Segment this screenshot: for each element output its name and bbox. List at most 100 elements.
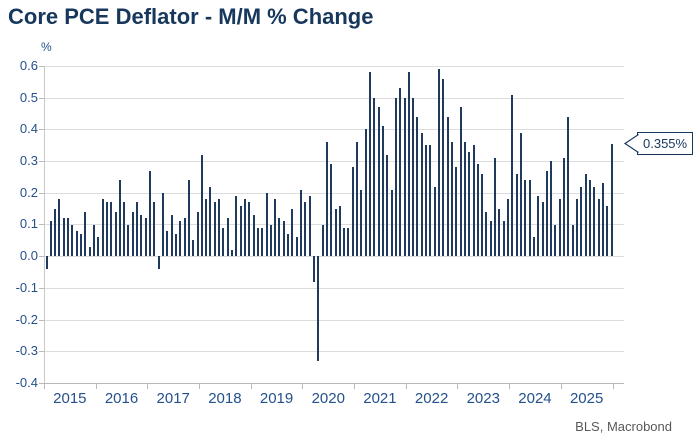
bar bbox=[606, 205, 609, 257]
x-year-label: 2019 bbox=[259, 390, 294, 407]
bar bbox=[472, 145, 475, 257]
bar bbox=[528, 180, 531, 257]
bar bbox=[162, 192, 164, 257]
bar bbox=[571, 224, 574, 257]
bar bbox=[287, 234, 289, 257]
bar bbox=[420, 132, 423, 257]
bar bbox=[49, 221, 52, 257]
bar bbox=[381, 126, 384, 257]
x-axis-line bbox=[44, 383, 624, 384]
bar bbox=[343, 227, 346, 257]
bar bbox=[360, 189, 363, 257]
bar bbox=[80, 234, 82, 257]
bar bbox=[325, 142, 328, 257]
gridline bbox=[44, 288, 624, 289]
bar bbox=[157, 256, 160, 269]
y-tick-label: -0.3 bbox=[15, 343, 38, 358]
bar bbox=[248, 202, 251, 257]
y-axis-tick bbox=[39, 161, 44, 162]
bar bbox=[502, 221, 505, 257]
x-axis-tick bbox=[96, 384, 97, 389]
x-year-label: 2016 bbox=[104, 390, 139, 407]
y-tick-label: 0.1 bbox=[19, 216, 38, 231]
x-axis-tick bbox=[457, 384, 458, 389]
bar bbox=[274, 199, 277, 257]
bar bbox=[373, 97, 376, 257]
bar bbox=[114, 211, 117, 257]
gridline bbox=[44, 256, 624, 257]
bar bbox=[92, 224, 95, 257]
bar bbox=[166, 230, 169, 257]
gridline bbox=[44, 129, 624, 130]
bar bbox=[416, 116, 419, 257]
bar bbox=[97, 237, 100, 257]
bar bbox=[239, 205, 242, 257]
bar bbox=[265, 192, 268, 257]
gridline bbox=[44, 224, 624, 225]
bar bbox=[136, 202, 139, 257]
bar bbox=[300, 189, 302, 257]
bar bbox=[407, 72, 410, 257]
bar bbox=[485, 211, 488, 257]
bar bbox=[140, 215, 143, 257]
y-axis-tick bbox=[39, 224, 44, 225]
bar bbox=[567, 116, 570, 257]
bar bbox=[338, 205, 341, 257]
bar bbox=[88, 246, 91, 257]
bar bbox=[261, 227, 264, 257]
bar bbox=[243, 199, 246, 257]
bar bbox=[179, 221, 182, 257]
gridline bbox=[44, 193, 624, 194]
bar bbox=[364, 129, 367, 257]
y-tick-label: -0.4 bbox=[15, 375, 38, 390]
bar bbox=[390, 189, 393, 257]
bar bbox=[153, 202, 156, 257]
bar bbox=[550, 161, 553, 257]
bar bbox=[601, 183, 604, 257]
bar bbox=[205, 199, 208, 257]
y-tick-label: 0.5 bbox=[19, 90, 38, 105]
bar bbox=[110, 202, 113, 257]
bar bbox=[394, 97, 397, 257]
bar bbox=[507, 199, 509, 257]
y-axis-tick bbox=[39, 129, 44, 130]
gridline bbox=[44, 66, 624, 67]
bar bbox=[330, 164, 333, 257]
x-year-label: 2024 bbox=[518, 390, 552, 407]
bar bbox=[554, 224, 557, 257]
y-axis-tick bbox=[39, 351, 44, 352]
bar bbox=[576, 199, 578, 257]
x-axis-tick bbox=[354, 384, 355, 389]
bar bbox=[282, 221, 285, 257]
bar bbox=[494, 157, 496, 257]
callout-arrow-icon bbox=[623, 134, 639, 153]
bar bbox=[455, 167, 458, 257]
x-axis-tick bbox=[302, 384, 303, 389]
bar bbox=[58, 199, 61, 257]
bar bbox=[377, 107, 380, 257]
x-axis-tick bbox=[613, 384, 614, 389]
gridline bbox=[44, 351, 624, 352]
x-year-label: 2023 bbox=[466, 390, 500, 407]
bar bbox=[588, 180, 591, 257]
bar bbox=[170, 215, 173, 257]
bar bbox=[468, 151, 471, 257]
bar bbox=[231, 249, 233, 257]
x-year-label: 2018 bbox=[208, 390, 242, 407]
y-tick-label: 0.4 bbox=[19, 121, 38, 136]
bar bbox=[463, 142, 466, 257]
bar bbox=[256, 227, 259, 257]
bar bbox=[192, 240, 195, 257]
bar bbox=[174, 234, 177, 257]
bar bbox=[75, 230, 78, 257]
bar bbox=[541, 202, 544, 257]
bar bbox=[321, 224, 324, 257]
bar bbox=[459, 107, 462, 257]
y-tick-label: -0.2 bbox=[15, 312, 38, 327]
bar bbox=[597, 199, 600, 257]
bar bbox=[213, 202, 216, 257]
source-caption: BLS, Macrobond bbox=[575, 419, 672, 434]
x-year-label: 2015 bbox=[53, 390, 87, 407]
bar bbox=[222, 227, 225, 257]
